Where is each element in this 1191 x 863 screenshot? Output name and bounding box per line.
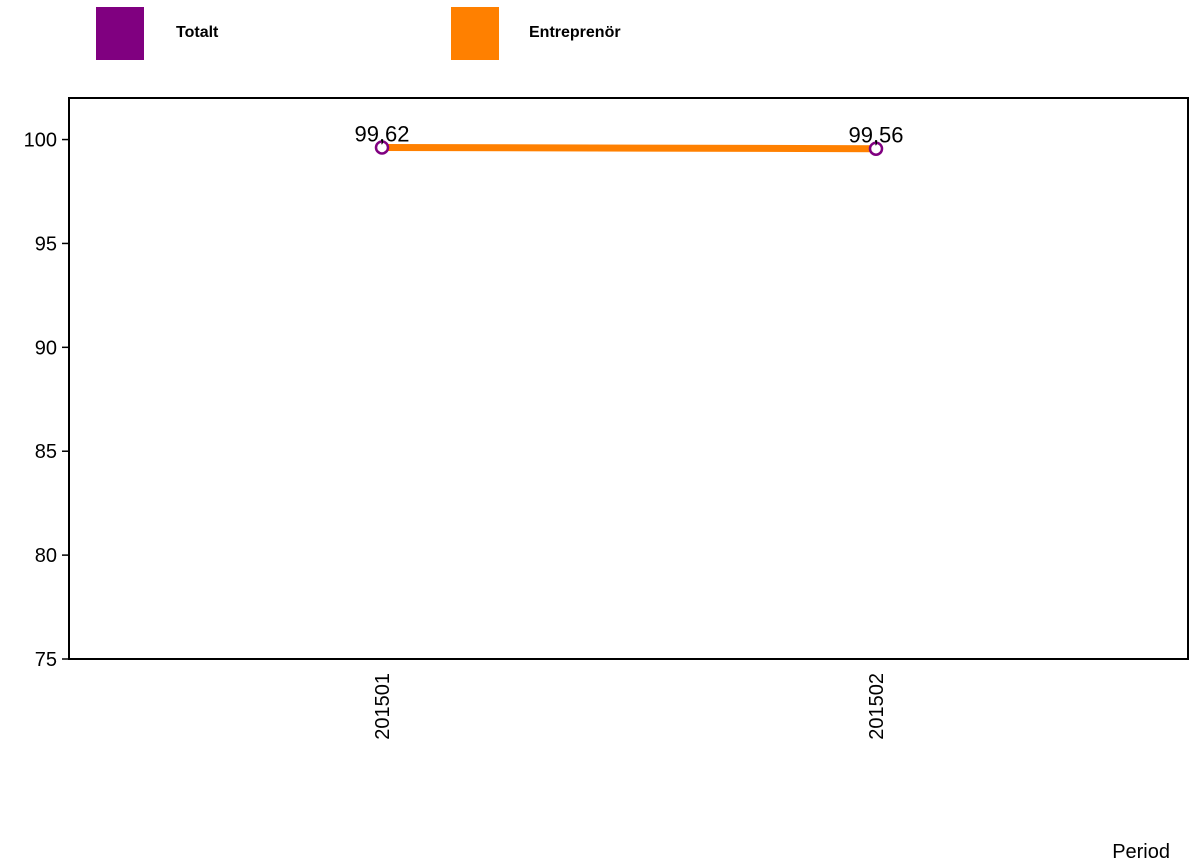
y-tick-label-100: 100: [24, 130, 57, 152]
plot-frame: [68, 97, 1189, 660]
y-tick-label-75: 75: [35, 649, 57, 671]
y-tick-label-95: 95: [35, 233, 57, 255]
data-label-201502: 99,56: [848, 123, 903, 148]
legend-label-entreprenor: Entreprenör: [529, 24, 621, 41]
y-tick-label-85: 85: [35, 441, 57, 463]
x-tick-label-201502: 201502: [866, 673, 888, 740]
data-point-totalt-201502: [868, 141, 884, 156]
series-line-entreprenor: [381, 143, 877, 153]
legend-label-totalt: Totalt: [176, 24, 219, 41]
x-axis-title: Period: [1112, 841, 1170, 863]
y-tick-label-90: 90: [35, 337, 57, 359]
x-tick-label-201501: 201501: [372, 673, 394, 740]
legend-swatch-totalt: [96, 7, 144, 60]
data-point-totalt-201501: [374, 140, 390, 155]
legend-swatch-entreprenor: [451, 7, 499, 60]
y-tick-label-80: 80: [35, 545, 57, 567]
data-label-201501: 99,62: [354, 121, 409, 146]
